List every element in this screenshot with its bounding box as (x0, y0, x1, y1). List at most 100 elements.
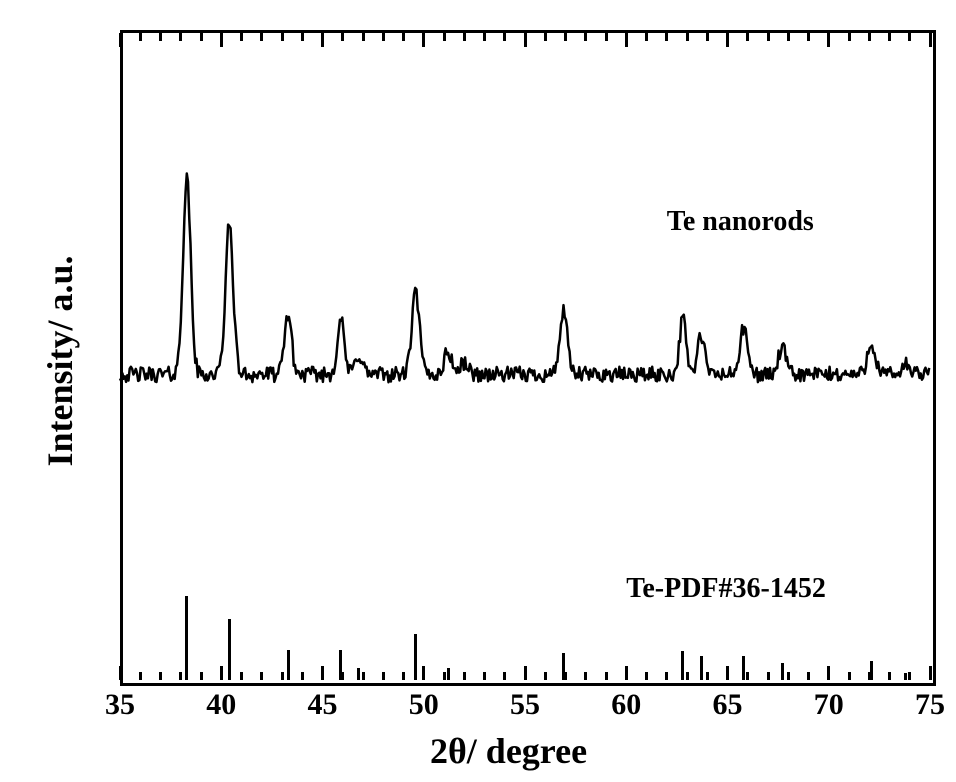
x-tick (119, 33, 122, 47)
x-tick (665, 672, 668, 680)
x-tick (382, 33, 385, 41)
reference-stick (562, 653, 565, 680)
x-tick (281, 33, 284, 41)
reference-stick (700, 656, 703, 680)
reference-stick (447, 668, 450, 680)
x-tick (281, 672, 284, 680)
x-tick (159, 33, 162, 41)
x-tick (544, 672, 547, 680)
x-tick (443, 672, 446, 680)
x-tick (848, 672, 851, 680)
x-tick (584, 672, 587, 680)
x-tick (200, 33, 203, 41)
reference-stick (781, 663, 784, 680)
x-tick (503, 672, 506, 680)
x-tick (321, 33, 324, 47)
x-tick (220, 666, 223, 680)
x-tick (119, 666, 122, 680)
reference-stick (681, 651, 684, 680)
x-tick (746, 672, 749, 680)
x-tick (220, 33, 223, 47)
x-tick (888, 33, 891, 41)
x-tick-label: 60 (611, 688, 641, 722)
x-tick (301, 33, 304, 41)
x-tick (463, 33, 466, 41)
reference-stick (414, 634, 417, 680)
x-tick (139, 672, 142, 680)
x-tick (402, 33, 405, 41)
nanorods-trace (0, 0, 956, 782)
x-tick (362, 672, 365, 680)
x-tick (625, 33, 628, 47)
x-tick (524, 666, 527, 680)
x-tick (605, 33, 608, 41)
x-tick (726, 666, 729, 680)
x-tick (200, 672, 203, 680)
x-tick (929, 666, 932, 680)
x-tick (362, 33, 365, 41)
x-tick (767, 672, 770, 680)
x-tick (767, 33, 770, 41)
x-tick (908, 33, 911, 41)
x-tick (827, 33, 830, 47)
x-tick (868, 33, 871, 41)
x-tick (848, 33, 851, 41)
x-tick (341, 33, 344, 41)
x-tick (787, 33, 790, 41)
reference-stick (339, 650, 342, 680)
xrd-chart: Intensity/ a.u. 2θ/ degree Te nanorods T… (0, 0, 956, 782)
x-tick (483, 672, 486, 680)
reference-stick (742, 656, 745, 680)
x-tick (260, 33, 263, 41)
x-tick (260, 672, 263, 680)
x-tick (645, 672, 648, 680)
x-tick-label: 50 (409, 688, 439, 722)
x-tick (645, 33, 648, 41)
reference-stick (904, 673, 907, 680)
x-tick (625, 666, 628, 680)
reference-stick (870, 661, 873, 680)
x-tick-label: 40 (206, 688, 236, 722)
x-tick-label: 35 (105, 688, 135, 722)
x-tick (422, 666, 425, 680)
x-tick (605, 672, 608, 680)
x-tick (686, 672, 689, 680)
x-tick (139, 33, 142, 41)
x-tick (726, 33, 729, 47)
x-tick (706, 33, 709, 41)
x-tick (584, 33, 587, 41)
x-tick (402, 672, 405, 680)
x-tick (443, 33, 446, 41)
x-tick (240, 672, 243, 680)
x-tick (382, 672, 385, 680)
x-tick (301, 672, 304, 680)
x-tick (564, 33, 567, 41)
x-tick (929, 33, 932, 47)
x-tick (179, 33, 182, 41)
x-tick-label: 45 (308, 688, 338, 722)
x-tick-label: 70 (814, 688, 844, 722)
reference-stick (463, 672, 466, 680)
nanorods-path (120, 174, 929, 383)
x-tick (483, 33, 486, 41)
x-tick (179, 672, 182, 680)
x-tick (544, 33, 547, 41)
reference-stick (185, 596, 188, 681)
x-tick (827, 666, 830, 680)
x-tick (159, 672, 162, 680)
x-tick-label: 75 (915, 688, 945, 722)
x-tick (240, 33, 243, 41)
x-tick (908, 672, 911, 680)
reference-stick (228, 619, 231, 680)
x-tick (422, 33, 425, 47)
x-tick (503, 33, 506, 41)
x-tick (807, 672, 810, 680)
x-tick (686, 33, 689, 41)
x-tick (706, 672, 709, 680)
x-tick (321, 666, 324, 680)
x-tick (888, 672, 891, 680)
x-tick (746, 33, 749, 41)
reference-stick (287, 650, 290, 680)
x-tick (524, 33, 527, 47)
x-tick-label: 65 (713, 688, 743, 722)
